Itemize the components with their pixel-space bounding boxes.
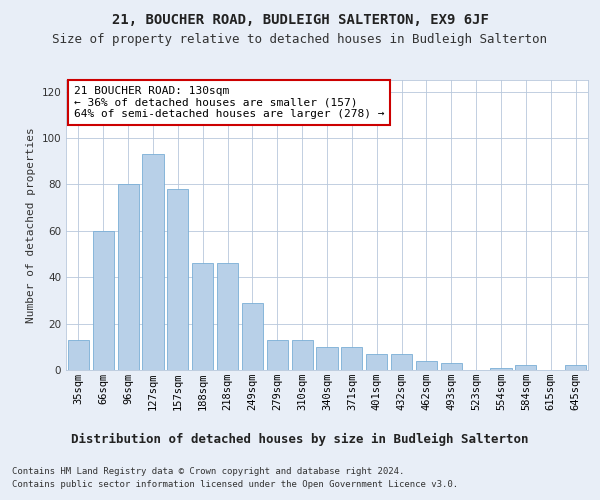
- Text: Contains public sector information licensed under the Open Government Licence v3: Contains public sector information licen…: [12, 480, 458, 489]
- Bar: [341, 347, 362, 370]
- Bar: [267, 340, 288, 370]
- Bar: [366, 354, 387, 370]
- Bar: [192, 264, 213, 370]
- Text: Contains HM Land Registry data © Crown copyright and database right 2024.: Contains HM Land Registry data © Crown c…: [12, 468, 404, 476]
- Bar: [93, 231, 114, 370]
- Text: Distribution of detached houses by size in Budleigh Salterton: Distribution of detached houses by size …: [71, 432, 529, 446]
- Bar: [118, 184, 139, 370]
- Text: 21, BOUCHER ROAD, BUDLEIGH SALTERTON, EX9 6JF: 21, BOUCHER ROAD, BUDLEIGH SALTERTON, EX…: [112, 12, 488, 26]
- Bar: [142, 154, 164, 370]
- Bar: [565, 366, 586, 370]
- Bar: [68, 340, 89, 370]
- Bar: [292, 340, 313, 370]
- Text: Size of property relative to detached houses in Budleigh Salterton: Size of property relative to detached ho…: [53, 32, 548, 46]
- Bar: [316, 347, 338, 370]
- Bar: [490, 368, 512, 370]
- Bar: [242, 302, 263, 370]
- Text: 21 BOUCHER ROAD: 130sqm
← 36% of detached houses are smaller (157)
64% of semi-d: 21 BOUCHER ROAD: 130sqm ← 36% of detache…: [74, 86, 385, 119]
- Bar: [217, 264, 238, 370]
- Bar: [441, 363, 462, 370]
- Y-axis label: Number of detached properties: Number of detached properties: [26, 127, 36, 323]
- Bar: [416, 360, 437, 370]
- Bar: [167, 189, 188, 370]
- Bar: [391, 354, 412, 370]
- Bar: [515, 366, 536, 370]
